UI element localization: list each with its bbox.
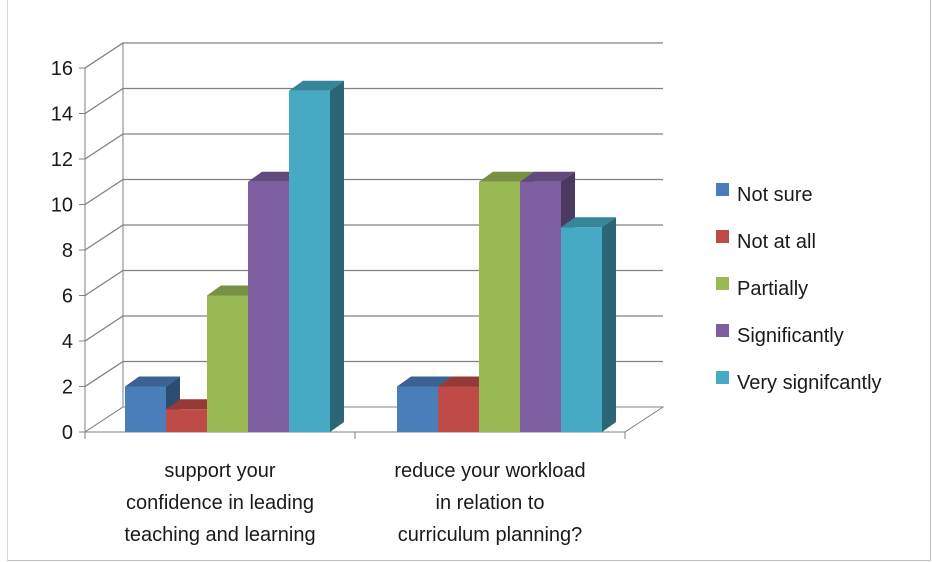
bar-top [289,80,344,91]
y-tick-label: 8 [62,240,73,262]
y-tick-label: 10 [51,195,73,217]
x-category-label: confidence in leading [126,492,314,514]
legend-label: Not sure [737,184,813,206]
legend-swatch [716,230,729,243]
y-tick-label: 16 [51,58,73,80]
legend-label: Partially [737,278,808,300]
x-category-label: reduce your workload [394,460,585,482]
legend-label: Significantly [737,325,844,347]
x-category-label: teaching and learning [124,524,315,546]
legend-swatch [716,183,729,196]
bar [289,90,330,432]
bar [125,386,166,432]
y-tick-label: 14 [51,104,73,126]
x-category-label: curriculum planning? [398,524,583,546]
bar [207,295,248,432]
legend-swatch [716,324,729,337]
bar [479,181,520,432]
bar-top [561,217,616,228]
legend-swatch [716,371,729,384]
gridline [84,178,663,206]
bar-top [520,171,575,182]
gridline [84,87,663,115]
bar-side [330,80,344,432]
y-tick-label: 4 [62,331,73,353]
legend-label: Very signifcantly [737,372,882,394]
legend-label: Not at all [737,231,816,253]
bar-top [397,376,452,387]
bar [166,409,207,432]
x-category-label: in relation to [436,492,545,514]
x-category-label: support your [164,460,276,482]
gridline [84,42,663,69]
bar [561,227,602,432]
bar [248,181,289,432]
bar [520,181,561,432]
bar-top [125,376,180,387]
bar [438,386,479,432]
y-tick-label: 2 [62,377,73,399]
bar-top [479,171,534,182]
bar [397,386,438,432]
y-tick-label: 12 [51,149,73,171]
bar-side [602,217,616,432]
gridline [84,133,663,160]
chart-frame [7,0,931,561]
legend-swatch [716,277,729,290]
y-tick-label: 6 [62,286,73,308]
y-tick-label: 0 [62,422,73,444]
